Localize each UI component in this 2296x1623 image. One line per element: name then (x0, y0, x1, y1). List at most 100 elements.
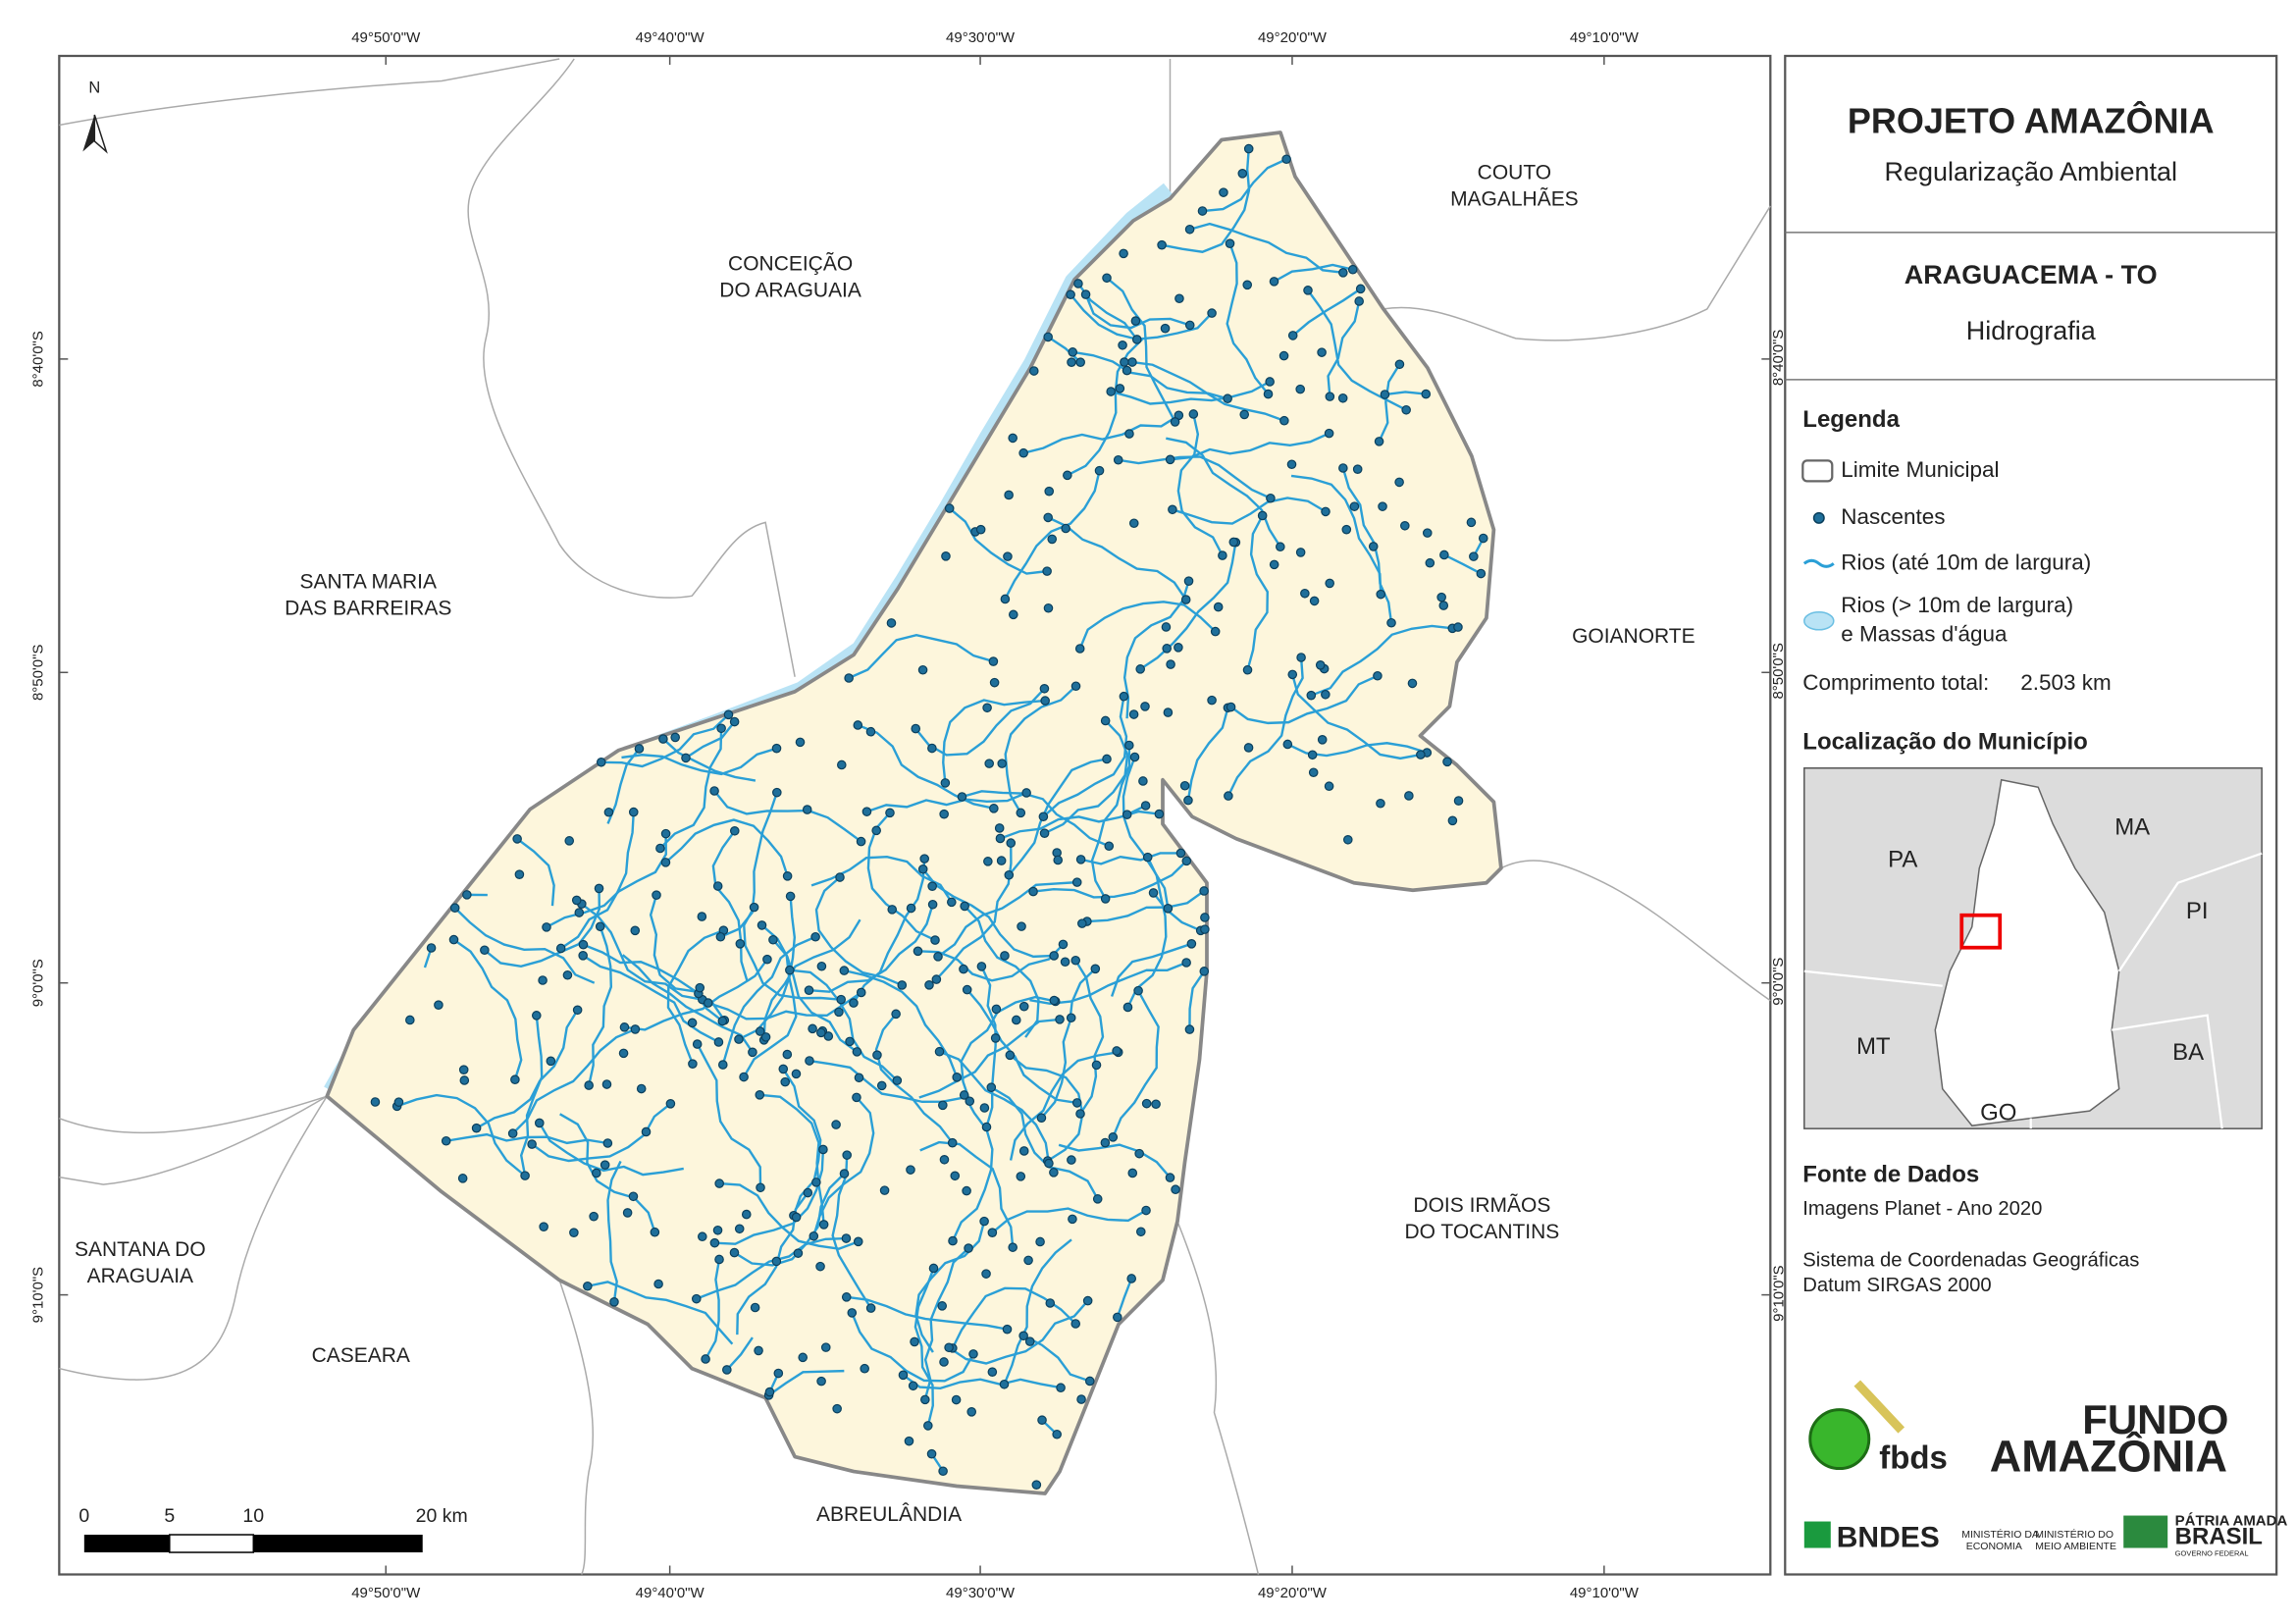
state-shape (1934, 778, 2120, 1126)
spring (1199, 886, 1209, 896)
river (453, 907, 596, 984)
river (951, 1286, 1077, 1349)
spring (1174, 293, 1184, 304)
river (902, 1374, 1062, 1390)
spring (1197, 206, 1208, 216)
spring (1120, 357, 1129, 367)
spring (1124, 740, 1134, 751)
spring (1200, 913, 1210, 922)
spring (1128, 709, 1139, 719)
place-label: DAS BARREIRAS (285, 597, 451, 619)
spring (595, 921, 605, 932)
spring (924, 979, 934, 990)
spring (928, 1263, 939, 1274)
boundary (1176, 1221, 1260, 1575)
spring (1287, 331, 1298, 340)
spring (941, 551, 951, 561)
spring (749, 902, 759, 913)
panel-texts: PROJETO AMAZÔNIA Regularização Ambiental A… (1802, 100, 2287, 1557)
river (582, 954, 719, 1044)
river (1161, 148, 1251, 253)
spring (1161, 622, 1172, 632)
spring (920, 1394, 930, 1405)
spring (939, 1154, 950, 1165)
spring (755, 1026, 765, 1036)
river (696, 1236, 847, 1300)
spring (927, 899, 938, 910)
spring (715, 931, 726, 942)
spring (1122, 365, 1132, 376)
river (1189, 222, 1343, 275)
spring (652, 890, 661, 900)
spring (630, 925, 641, 936)
spring (660, 828, 671, 839)
spring (844, 673, 854, 683)
spring (1184, 1024, 1195, 1034)
river (1290, 474, 1383, 595)
spring (1108, 1132, 1119, 1142)
river (962, 790, 1110, 848)
spring (979, 1216, 989, 1227)
river (866, 812, 936, 942)
place-label: COUTO (1478, 161, 1551, 183)
spring (804, 985, 814, 995)
spring (1309, 596, 1320, 606)
spring (906, 903, 916, 914)
north-arrow-half (93, 114, 108, 154)
spring (785, 965, 795, 975)
spring (1136, 1227, 1146, 1237)
river (951, 1094, 994, 1242)
panel-text: ECONOMIA (1966, 1542, 2022, 1552)
spring (507, 1128, 518, 1138)
river (1291, 288, 1362, 337)
river (704, 1259, 721, 1360)
river (581, 903, 704, 1001)
place-label: CONCEIÇÃO (728, 251, 853, 275)
spring (471, 1123, 482, 1133)
river (1008, 757, 1112, 876)
river (1384, 391, 1427, 396)
spring (947, 897, 957, 908)
spring (987, 1367, 998, 1377)
graticule-label: 49°20'0"W (1258, 29, 1328, 46)
spring (1425, 557, 1435, 568)
river (831, 1155, 872, 1309)
spring (1163, 707, 1174, 717)
spring (782, 1049, 793, 1060)
spring (1000, 594, 1011, 604)
spring (1338, 268, 1348, 278)
graticule-label: 8°50'0"S (1770, 643, 1787, 700)
river (1004, 470, 1101, 601)
river (1188, 970, 1206, 1030)
spring (887, 905, 898, 915)
river (923, 1247, 969, 1400)
panel-text: Imagens Planet - Ano 2020 (1802, 1198, 2042, 1220)
panel-text: Rios (> 10m de largura) (1841, 593, 2073, 617)
spring (1181, 958, 1191, 968)
spring (1119, 691, 1129, 702)
spring (1321, 506, 1331, 517)
spring (426, 943, 437, 953)
scale-bar (83, 1534, 423, 1553)
spring (1071, 877, 1082, 887)
spring (785, 891, 796, 902)
spring (834, 1007, 844, 1018)
spring (930, 935, 940, 945)
spring (1106, 387, 1117, 396)
river (866, 791, 1027, 813)
spring (820, 1342, 831, 1352)
spring (1060, 957, 1070, 968)
spring (527, 1139, 537, 1149)
spring (976, 962, 987, 971)
river (1443, 553, 1482, 575)
river (1176, 413, 1224, 556)
spring (1053, 855, 1064, 865)
spring (1073, 279, 1083, 288)
boundary (59, 1095, 328, 1134)
river (587, 1281, 734, 1345)
spring (1008, 609, 1018, 620)
river (714, 1149, 825, 1245)
river (600, 713, 730, 768)
spring (861, 807, 872, 816)
spring (569, 1228, 579, 1237)
